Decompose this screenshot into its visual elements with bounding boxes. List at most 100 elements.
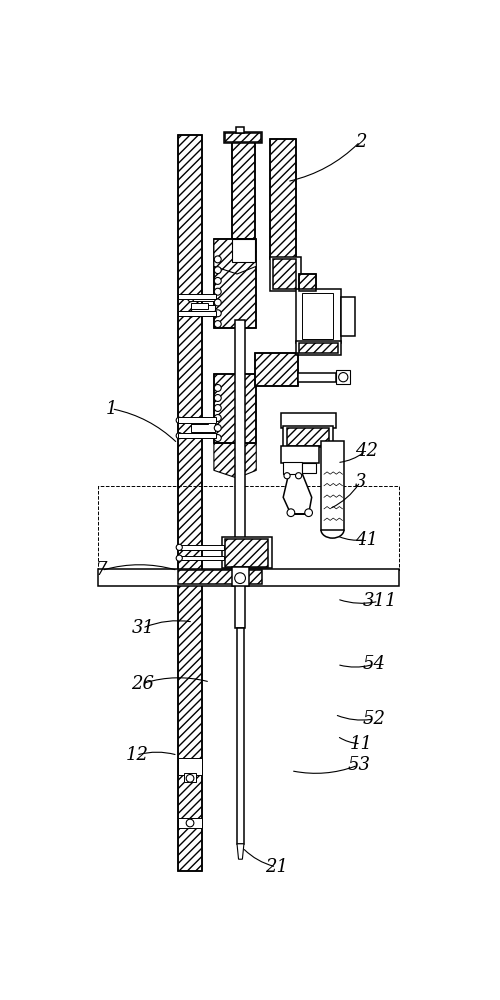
Bar <box>281 413 336 428</box>
Circle shape <box>287 509 295 517</box>
Bar <box>254 353 298 386</box>
Circle shape <box>214 321 221 328</box>
Bar <box>300 274 316 291</box>
Circle shape <box>214 310 221 317</box>
Text: 12: 12 <box>126 746 148 764</box>
Bar <box>191 305 216 316</box>
Bar <box>178 311 216 316</box>
Bar <box>190 296 216 301</box>
Circle shape <box>214 425 221 431</box>
Text: 1: 1 <box>106 400 118 418</box>
Bar <box>178 418 203 423</box>
Text: 54: 54 <box>362 655 386 673</box>
Bar <box>226 539 268 567</box>
Bar <box>190 312 216 316</box>
Polygon shape <box>283 474 312 514</box>
Bar <box>184 773 196 782</box>
Polygon shape <box>214 443 256 478</box>
Bar <box>298 373 337 382</box>
Circle shape <box>176 433 182 439</box>
Text: 7: 7 <box>96 561 108 579</box>
Bar <box>214 374 256 443</box>
Bar <box>98 569 399 586</box>
Circle shape <box>338 373 348 382</box>
Bar <box>254 353 298 386</box>
Text: 311: 311 <box>362 592 397 610</box>
Bar <box>281 446 320 463</box>
Circle shape <box>214 415 221 421</box>
Circle shape <box>188 311 194 317</box>
Circle shape <box>214 395 221 401</box>
Circle shape <box>234 573 246 584</box>
Bar <box>178 417 216 423</box>
Circle shape <box>214 256 221 263</box>
Bar <box>287 428 330 446</box>
Text: 42: 42 <box>355 442 378 460</box>
Bar <box>191 420 216 432</box>
Bar <box>214 239 256 328</box>
Text: 53: 53 <box>347 756 370 774</box>
Circle shape <box>214 288 221 295</box>
Bar <box>226 133 261 142</box>
Circle shape <box>214 277 221 284</box>
Bar <box>178 433 216 438</box>
Bar <box>234 320 246 628</box>
Circle shape <box>214 435 221 441</box>
Bar <box>236 127 244 133</box>
Circle shape <box>214 299 221 306</box>
Bar <box>178 135 203 871</box>
Bar <box>302 293 334 339</box>
Text: 31: 31 <box>132 619 154 637</box>
Text: 11: 11 <box>350 735 373 753</box>
Bar <box>237 628 244 844</box>
Bar <box>232 139 254 239</box>
Bar <box>178 570 262 584</box>
Circle shape <box>296 473 302 479</box>
Circle shape <box>186 819 194 827</box>
Bar <box>178 818 203 828</box>
Bar <box>321 441 344 530</box>
Bar <box>273 259 296 289</box>
Circle shape <box>214 267 221 274</box>
Bar <box>178 135 203 871</box>
Bar <box>300 343 338 353</box>
Bar <box>336 370 350 384</box>
Circle shape <box>214 384 221 391</box>
Bar <box>270 139 296 259</box>
Bar <box>341 297 355 336</box>
Bar <box>232 139 254 239</box>
Text: 21: 21 <box>266 858 288 876</box>
Bar <box>232 239 254 262</box>
Bar <box>214 374 256 443</box>
Circle shape <box>214 405 221 411</box>
Circle shape <box>284 473 290 479</box>
Bar <box>214 239 256 328</box>
Circle shape <box>176 555 182 561</box>
Bar <box>191 303 208 309</box>
Text: 2: 2 <box>355 133 366 151</box>
Text: 41: 41 <box>355 531 378 549</box>
Circle shape <box>186 774 194 782</box>
Bar <box>270 257 301 291</box>
Bar <box>178 294 216 299</box>
Bar <box>302 463 316 473</box>
Bar <box>270 139 296 259</box>
Polygon shape <box>237 844 244 859</box>
Bar <box>283 426 334 447</box>
Bar <box>283 462 302 474</box>
Circle shape <box>176 417 182 423</box>
Circle shape <box>305 509 312 517</box>
Text: 3: 3 <box>355 473 366 491</box>
Bar <box>296 341 341 355</box>
Bar <box>300 274 316 291</box>
Bar <box>178 758 203 774</box>
Bar <box>98 486 399 570</box>
Bar <box>178 545 224 550</box>
Polygon shape <box>214 239 256 274</box>
Bar <box>191 419 208 424</box>
Circle shape <box>188 296 194 302</box>
Bar <box>178 433 203 438</box>
Bar <box>224 132 262 143</box>
Bar <box>232 567 248 586</box>
Bar <box>222 537 272 568</box>
